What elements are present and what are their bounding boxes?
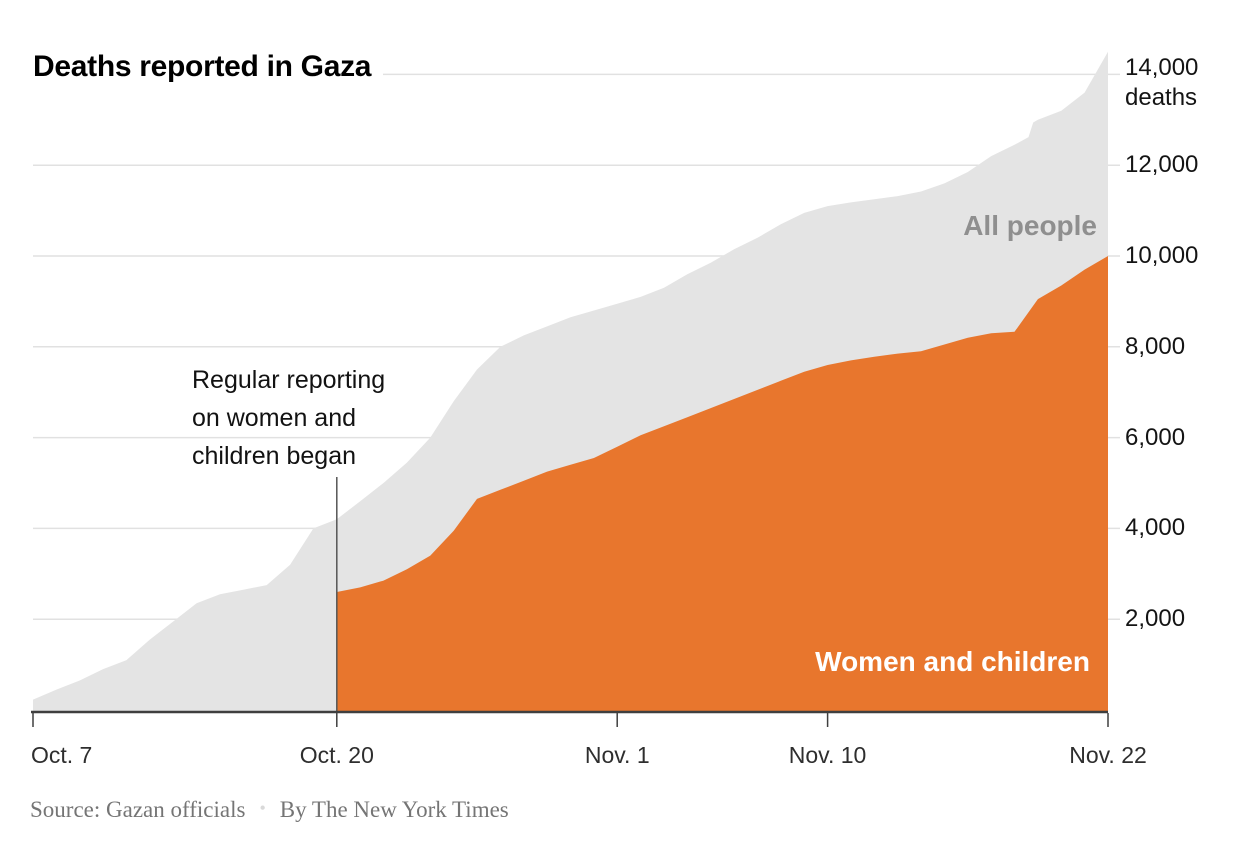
x-axis-label: Oct. 7 — [31, 742, 93, 768]
separator-dot-icon: • — [259, 798, 266, 818]
source-text: Source: Gazan officials — [30, 797, 246, 822]
annotation-text: Regular reporting on women and children … — [192, 366, 386, 470]
y-axis-label: 2,000 — [1125, 605, 1186, 633]
chart-title: Deaths reported in Gaza — [33, 50, 384, 88]
x-axis-label: Nov. 10 — [788, 742, 867, 768]
x-axis-label: Nov. 22 — [1069, 742, 1147, 768]
y-axis-label: 4,000 — [1125, 514, 1186, 542]
footer-credit: Source: Gazan officials • By The New York … — [30, 797, 509, 823]
y-axis-label: 8,000 — [1125, 332, 1186, 360]
series-label-women-children: Women and children — [815, 646, 1090, 677]
x-axis-label: Oct. 20 — [299, 742, 374, 768]
y-axis-label: 14,000 deaths — [1125, 54, 1199, 112]
x-axis-label: Nov. 1 — [584, 742, 650, 768]
y-axis-label: 12,000 — [1125, 151, 1199, 179]
byline-text: By The New York Times — [279, 797, 509, 822]
series-label-all-people: All people — [963, 210, 1097, 241]
y-axis-label: 10,000 — [1125, 242, 1199, 269]
y-axis-label: 6,000 — [1125, 423, 1186, 451]
area-women-and-children — [336, 256, 1108, 711]
